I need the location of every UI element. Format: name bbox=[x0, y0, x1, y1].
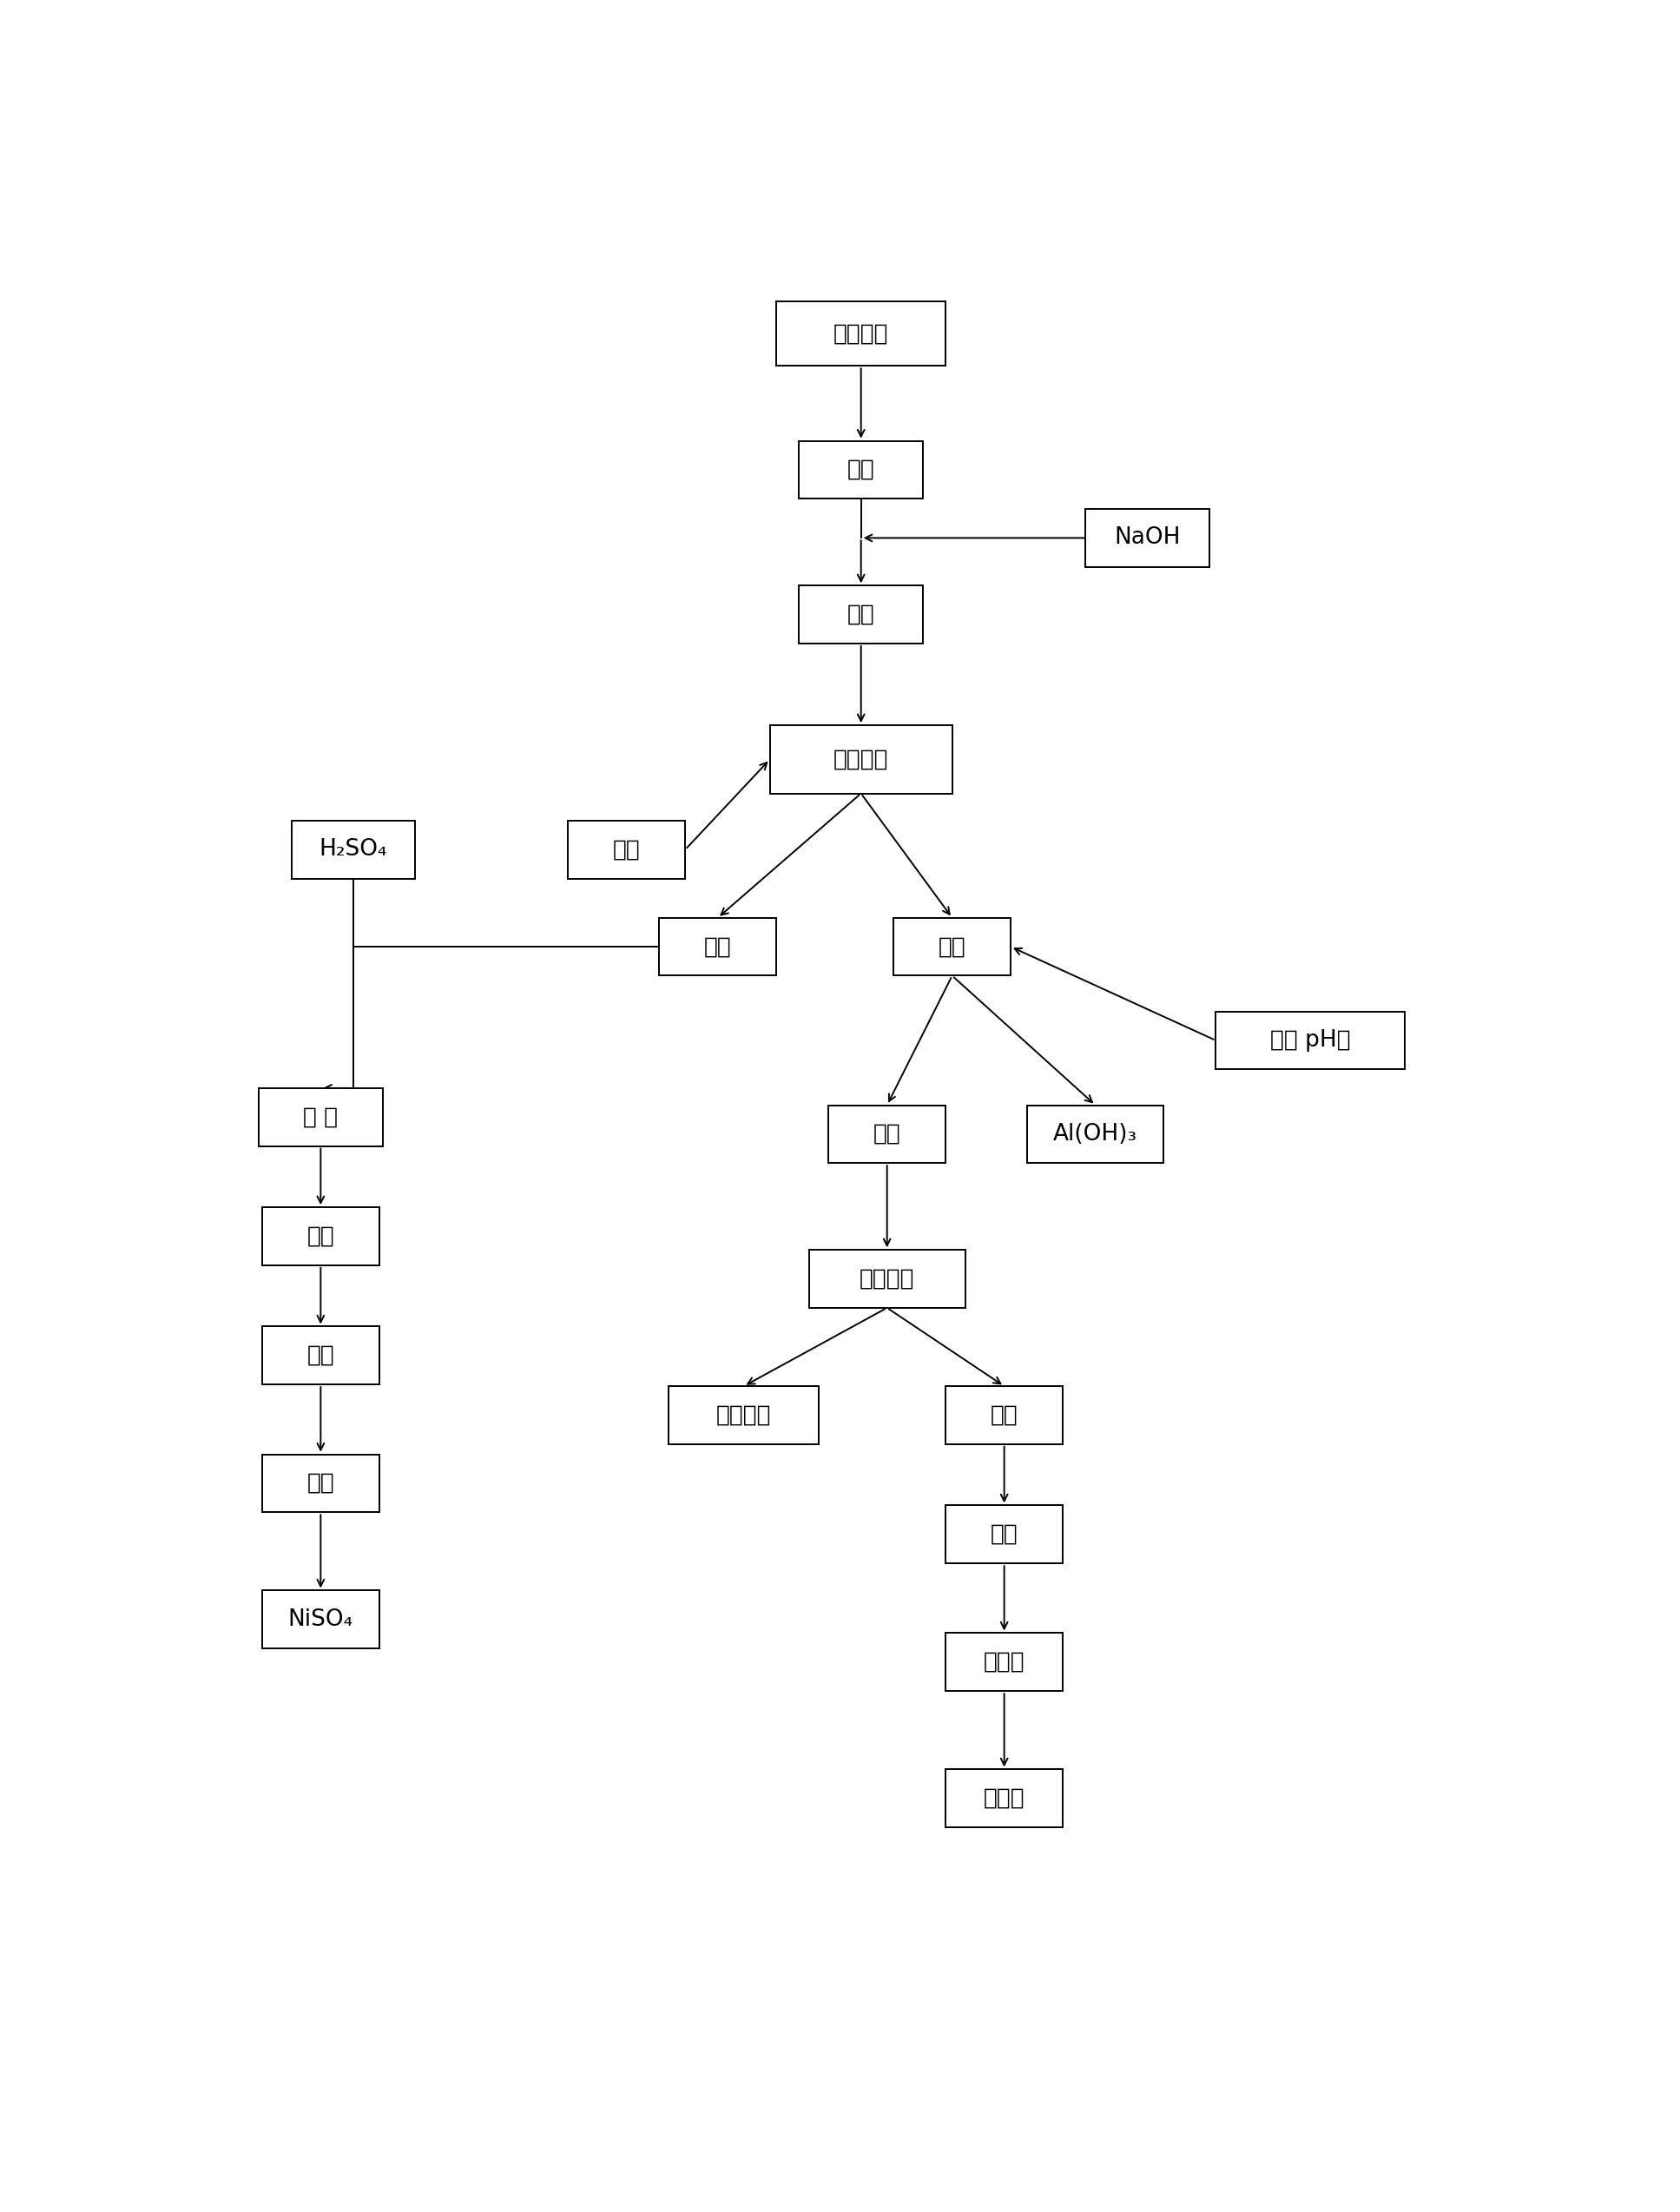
Bar bbox=[262, 1327, 380, 1385]
Text: 滤液: 滤液 bbox=[991, 1405, 1018, 1427]
Text: 倍烧: 倍烧 bbox=[847, 604, 875, 626]
Text: NiSO₄: NiSO₄ bbox=[287, 1608, 353, 1630]
Bar bbox=[946, 1387, 1063, 1444]
Text: Al(OH)₃: Al(OH)₃ bbox=[1053, 1124, 1137, 1146]
Bar bbox=[262, 1208, 380, 1265]
Text: 钒鉢分离: 钒鉢分离 bbox=[860, 1267, 914, 1290]
Bar bbox=[800, 440, 922, 498]
Text: 滤液: 滤液 bbox=[307, 1225, 334, 1248]
Bar bbox=[946, 1506, 1063, 1564]
Text: H₂SO₄: H₂SO₄ bbox=[319, 838, 388, 860]
Bar bbox=[568, 821, 685, 878]
Bar bbox=[1216, 1011, 1404, 1068]
Text: 滤渣: 滤渣 bbox=[704, 936, 731, 958]
Text: 调节 pH値: 调节 pH値 bbox=[1270, 1029, 1351, 1051]
Bar bbox=[1026, 1106, 1164, 1164]
Bar bbox=[262, 1590, 380, 1648]
Text: 结晶: 结晶 bbox=[307, 1471, 334, 1495]
Bar bbox=[810, 1250, 966, 1307]
Bar bbox=[776, 301, 946, 365]
Bar bbox=[669, 1387, 818, 1444]
Text: 滤液: 滤液 bbox=[874, 1124, 900, 1146]
Text: 萨取: 萨取 bbox=[991, 1524, 1018, 1546]
Text: 反萨取: 反萨取 bbox=[983, 1650, 1025, 1674]
Bar bbox=[828, 1106, 946, 1164]
Text: 粉碎: 粉碎 bbox=[847, 458, 875, 482]
Bar bbox=[259, 1088, 383, 1146]
Text: 热水浸出: 热水浸出 bbox=[833, 748, 889, 770]
Bar bbox=[659, 918, 776, 975]
Text: 锨盐: 锨盐 bbox=[613, 838, 640, 860]
Text: NaOH: NaOH bbox=[1114, 526, 1181, 549]
Text: 鉢酸锨: 鉢酸锨 bbox=[983, 1787, 1025, 1809]
Bar bbox=[894, 918, 1011, 975]
Bar bbox=[946, 1770, 1063, 1827]
Bar bbox=[291, 821, 415, 878]
Bar bbox=[769, 726, 953, 794]
Text: 废制化剂: 废制化剂 bbox=[833, 323, 889, 345]
Bar bbox=[946, 1632, 1063, 1690]
Text: 除杂: 除杂 bbox=[307, 1345, 334, 1367]
Text: 酸 浸: 酸 浸 bbox=[304, 1106, 338, 1128]
Bar bbox=[262, 1453, 380, 1513]
Text: 滤液: 滤液 bbox=[939, 936, 966, 958]
Bar bbox=[800, 586, 922, 644]
Text: 偏钒酸锨: 偏钒酸锨 bbox=[716, 1405, 771, 1427]
Bar bbox=[1085, 509, 1210, 566]
